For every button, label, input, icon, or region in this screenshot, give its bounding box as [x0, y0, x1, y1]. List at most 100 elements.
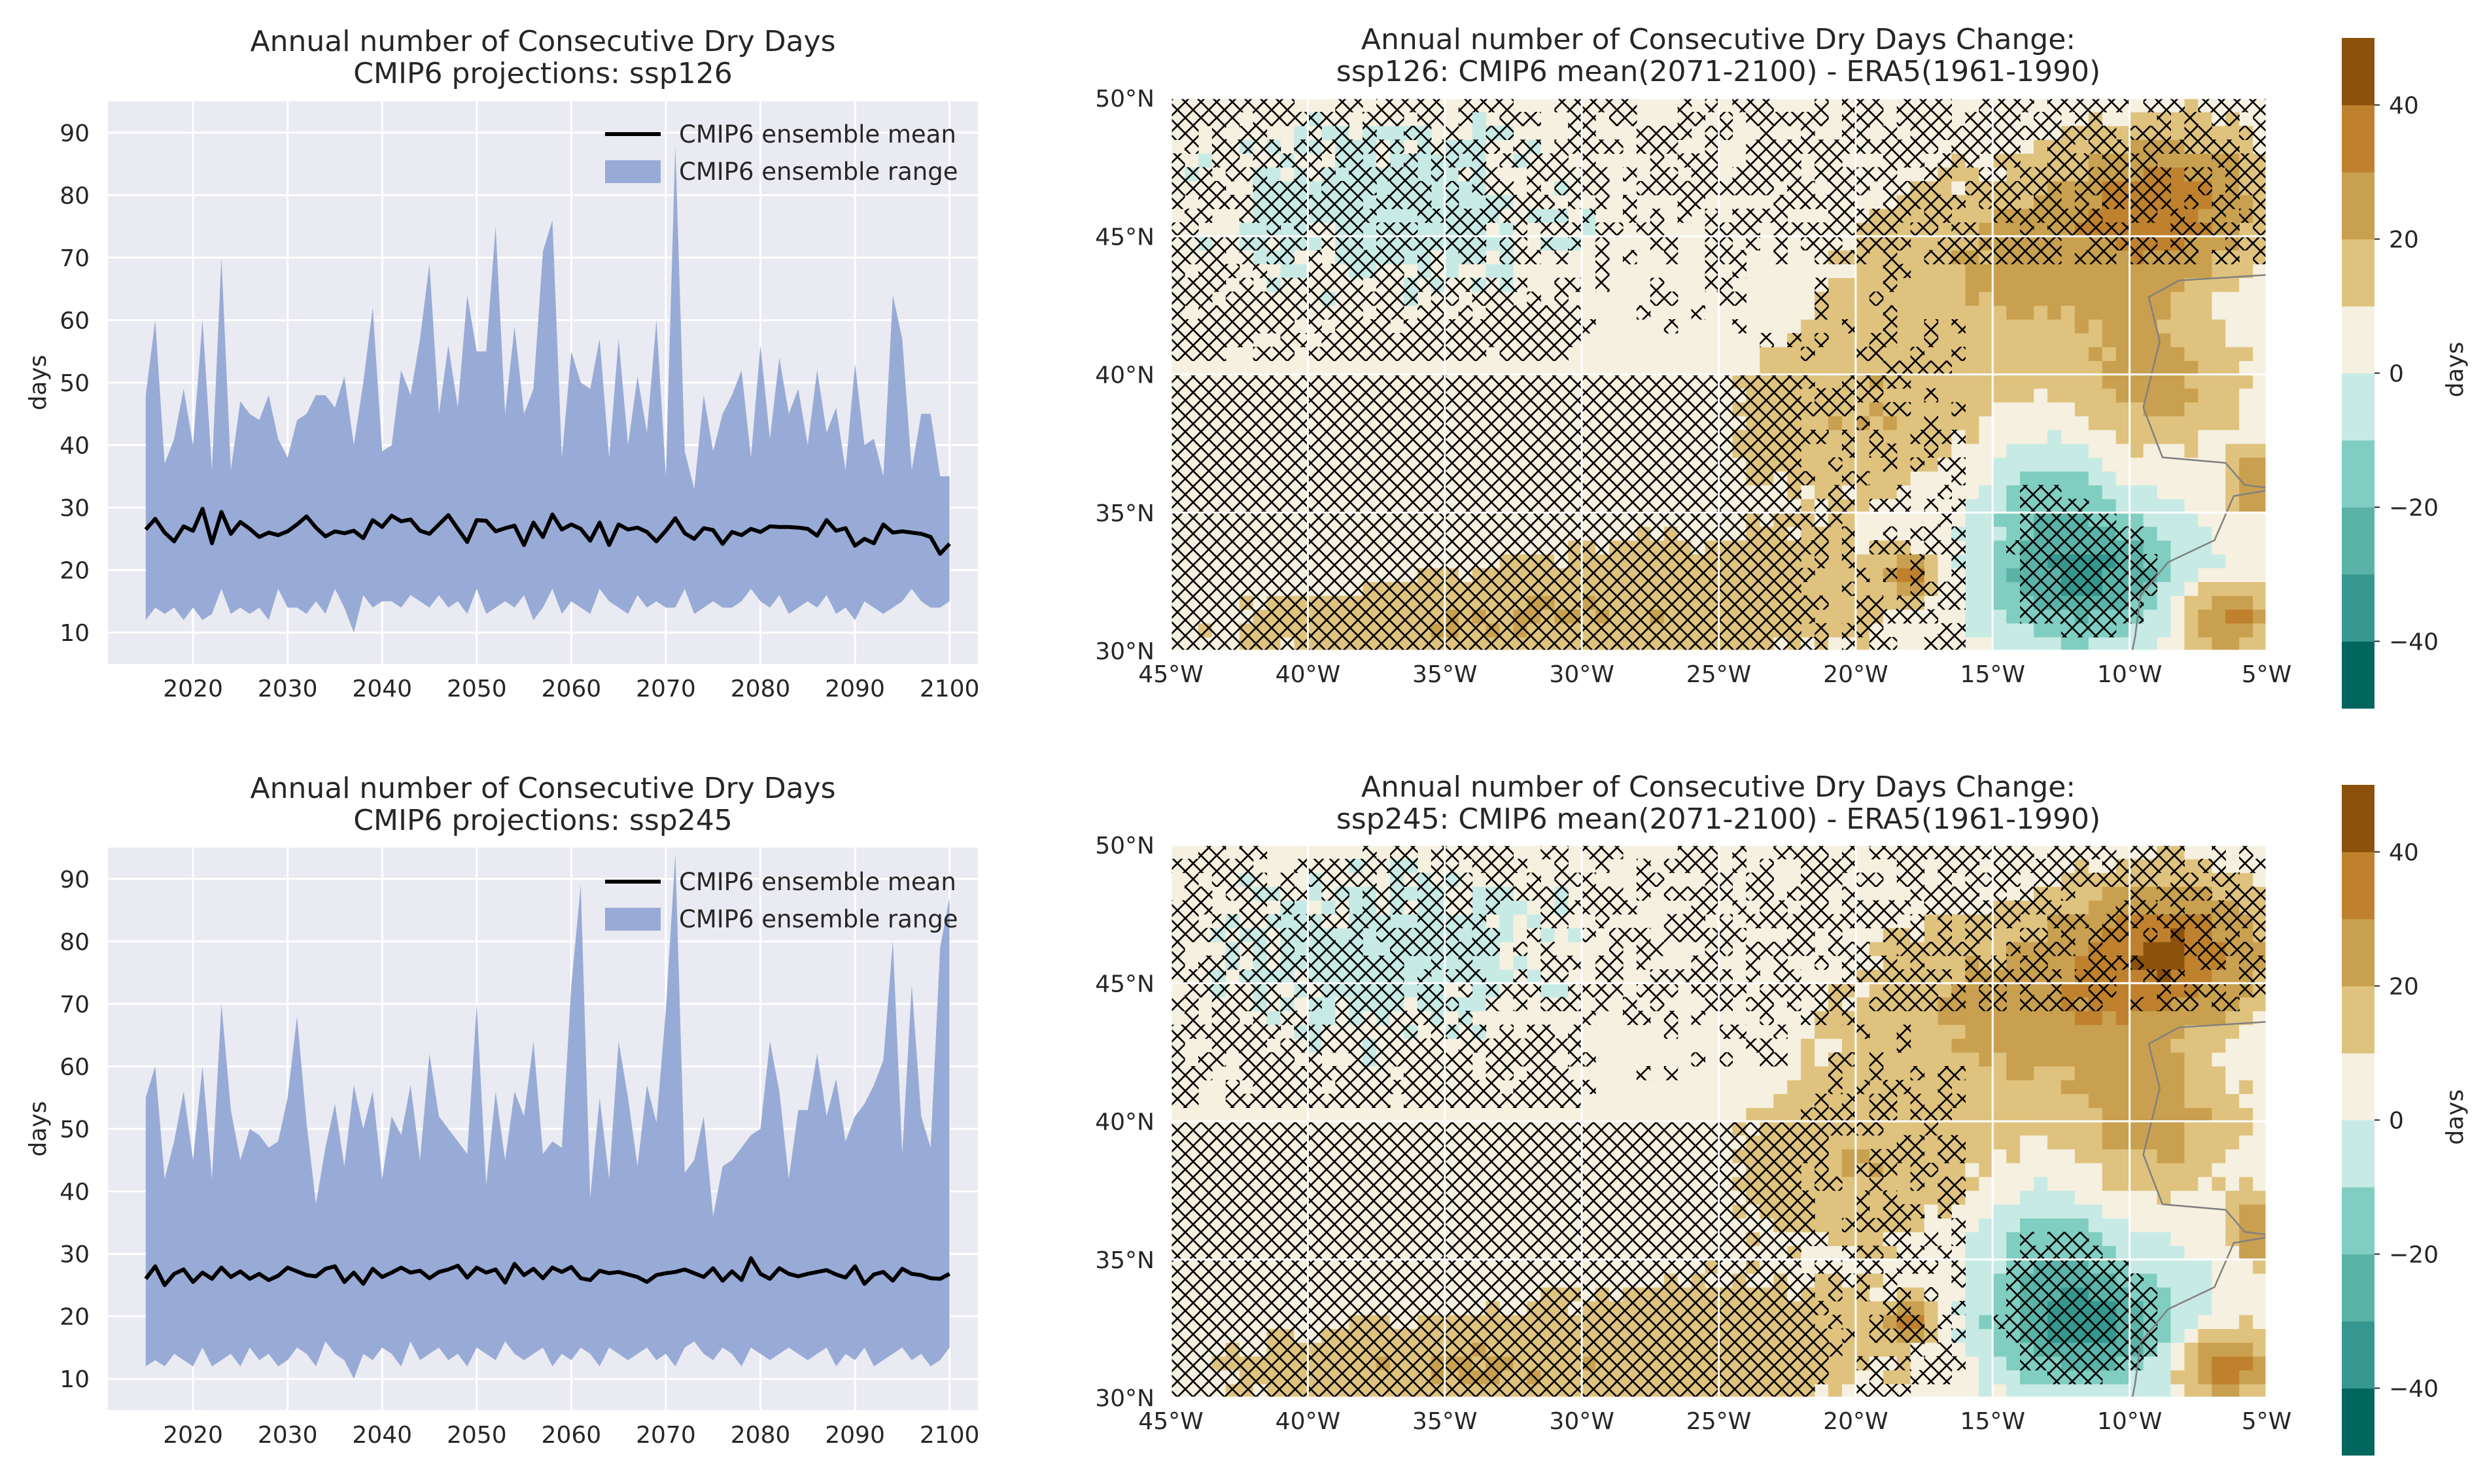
field-cell — [1705, 112, 1720, 126]
hatch-cell — [1458, 498, 1473, 513]
hatch-cell — [1294, 609, 1308, 624]
hatch-cell — [2102, 194, 2117, 209]
hatch-cell — [1979, 194, 1993, 209]
hatch-cell — [1938, 236, 1952, 250]
hatch-cell — [1650, 485, 1665, 500]
hatch-cell — [1732, 471, 1747, 486]
hatch-cell — [1622, 581, 1637, 596]
hatch-cell — [1540, 457, 1555, 472]
x-tick-label: 2100 — [920, 676, 980, 702]
field-cell — [1718, 347, 1733, 361]
field-cell — [1938, 291, 1952, 306]
field-cell — [1677, 347, 1692, 361]
field-cell — [2034, 415, 2048, 430]
hatch-cell — [1650, 595, 1665, 610]
field-cell — [1951, 374, 1966, 389]
hatch-cell — [1568, 402, 1582, 417]
field-cell — [2102, 374, 2117, 389]
hatch-cell — [1198, 609, 1213, 624]
field-cell — [2157, 277, 2171, 292]
hatch-cell — [1390, 595, 1404, 610]
hatch-cell — [1622, 636, 1637, 651]
hatch-cell — [1253, 167, 1268, 182]
hatch-cell — [1171, 526, 1185, 541]
hatch-cell — [1211, 402, 1226, 417]
hatch-cell — [2184, 236, 2199, 250]
hatch-cell — [1691, 540, 1706, 555]
hatch-cell — [1636, 485, 1651, 500]
field-cell — [2198, 388, 2212, 403]
hatch-cell — [2088, 595, 2103, 610]
hatch-cell — [1266, 485, 1281, 500]
hatch-cell — [1444, 291, 1459, 306]
field-cell — [1924, 623, 1939, 638]
field-cell — [1773, 181, 1788, 196]
hatch-cell — [1568, 430, 1582, 444]
hatch-cell — [1938, 360, 1952, 375]
hatch-cell — [1239, 623, 1254, 638]
field-cell — [1691, 333, 1706, 347]
field-cell — [1663, 209, 1678, 223]
field-cell — [1636, 153, 1651, 168]
hatch-cell — [1266, 305, 1281, 320]
hatch-cell — [1376, 430, 1391, 444]
field-cell — [2170, 291, 2185, 306]
hatch-cell — [1801, 471, 1815, 486]
hatch-cell — [1225, 443, 1240, 458]
field-cell — [2088, 471, 2103, 486]
field-cell — [1403, 264, 1418, 279]
field-cell — [2184, 277, 2199, 292]
hatch-cell — [1294, 291, 1308, 306]
field-cell — [1622, 222, 1637, 237]
hatch-cell — [1636, 609, 1651, 624]
hatch-cell — [1636, 471, 1651, 486]
hatch-cell — [1513, 526, 1527, 541]
hatch-cell — [1677, 623, 1692, 638]
hatch-cell — [1431, 512, 1446, 527]
field-cell — [1760, 347, 1774, 361]
field-cell — [1595, 126, 1610, 140]
field-cell — [2129, 305, 2144, 320]
hatch-cell — [2170, 250, 2185, 265]
field-cell — [1924, 277, 1939, 292]
hatch-cell — [1815, 250, 1829, 265]
hatch-cell — [2034, 526, 2048, 541]
hatch-cell — [1554, 222, 1569, 237]
hatch-cell — [1184, 526, 1199, 541]
field-cell — [2047, 402, 2062, 417]
hatch-cell — [1554, 540, 1569, 555]
hatch-cell — [1938, 250, 1952, 265]
field-cell — [1732, 112, 1747, 126]
hatch-cell — [1239, 374, 1254, 389]
x-tick-label: 2090 — [825, 676, 885, 702]
hatch-cell — [1540, 540, 1555, 555]
hatch-cell — [2088, 609, 2103, 624]
hatch-cell — [1513, 430, 1527, 444]
hatch-cell — [1431, 636, 1446, 651]
hatch-cell — [1458, 581, 1473, 596]
hatch-cell — [1486, 430, 1501, 444]
hatch-cell — [1746, 457, 1760, 472]
hatch-cell — [1266, 568, 1281, 582]
hatch-cell — [1211, 236, 1226, 250]
field-cell — [2253, 526, 2267, 541]
field-cell — [2239, 554, 2253, 568]
hatch-cell — [1718, 471, 1733, 486]
hatch-cell — [1211, 554, 1226, 568]
hatch-cell — [1513, 347, 1527, 361]
hatch-cell — [1198, 194, 1213, 209]
field-cell — [1650, 305, 1665, 320]
field-cell — [1663, 194, 1678, 209]
hatch-cell — [2074, 595, 2089, 610]
hatch-cell — [1869, 291, 1884, 306]
hatch-cell — [1677, 554, 1692, 568]
hatch-cell — [1198, 305, 1213, 320]
field-cell — [2184, 388, 2199, 403]
field-cell — [1677, 319, 1692, 334]
hatch-cell — [1266, 554, 1281, 568]
hatch-cell — [1965, 236, 1979, 250]
hatch-cell — [1335, 305, 1349, 320]
field-cell — [2061, 485, 2076, 500]
hatch-cell — [1431, 167, 1446, 182]
field-cell — [1349, 126, 1363, 140]
